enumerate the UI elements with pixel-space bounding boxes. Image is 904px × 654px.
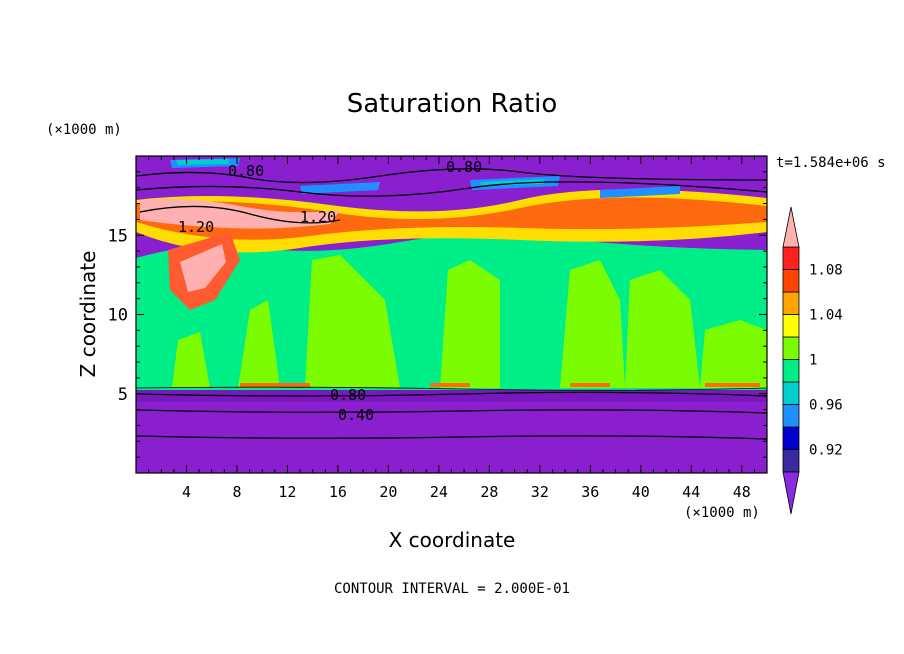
left-streak-core (180, 244, 226, 292)
x-tick-label: 36 (581, 483, 599, 501)
colorbar-segment (782, 449, 800, 473)
x-tick-label: 20 (379, 483, 397, 501)
x-tick-label: 44 (682, 483, 700, 501)
contour-label-2: 0.80 (446, 158, 482, 176)
surface-orange-marks (240, 383, 760, 387)
contour-lines (136, 168, 767, 440)
colorbar-label: 1 (809, 353, 817, 369)
plot-area: 0.80 0.80 1.20 1.20 0.80 0.40 (136, 156, 767, 473)
contour-label-3: 1.20 (300, 208, 336, 226)
x-tick-label: 24 (430, 483, 448, 501)
time-label: t=1.584e+06 s (776, 155, 886, 171)
contour-label-5: 0.80 (330, 386, 366, 404)
contour-label-6: 0.40 (338, 406, 374, 424)
colorbar-label: 1.08 (809, 263, 843, 279)
x-tick-label: 40 (632, 483, 650, 501)
colorbar-label: 0.92 (809, 443, 843, 459)
contour-label-4: 1.20 (178, 218, 214, 236)
colorbar-segment (782, 246, 800, 270)
x-axis-label: X coordinate (389, 528, 516, 552)
y-tick-label: 5 (118, 385, 128, 405)
x-tick-label: 12 (278, 483, 296, 501)
x-tick-label: 16 (329, 483, 347, 501)
x-axis-ticks: 4 8 12 16 20 24 28 32 36 40 44 48 (148, 156, 755, 501)
x-tick-label: 4 (182, 483, 191, 501)
x-tick-label: 28 (480, 483, 498, 501)
colorbar-segment (782, 404, 800, 428)
colorbar-segment (782, 381, 800, 405)
y-axis-label: Z coordinate (76, 251, 100, 378)
colorbar-label: 1.04 (809, 308, 843, 324)
contour-interval-note: CONTOUR INTERVAL = 2.000E-01 (334, 581, 570, 597)
y-tick-label: 15 (108, 226, 128, 246)
x-tick-label: 32 (531, 483, 549, 501)
upper-orange-layer (136, 197, 767, 240)
x-unit-label: (×1000 m) (684, 505, 760, 521)
colorbar-segment (782, 314, 800, 338)
y-axis-ticks: 5 10 15 (108, 171, 767, 458)
plume-region (172, 255, 767, 388)
y-unit-label: (×1000 m) (46, 122, 122, 138)
colorbar-segment (782, 269, 800, 293)
x-tick-label: 48 (733, 483, 751, 501)
contour-label-1: 0.80 (228, 162, 264, 180)
x-tick-label: 8 (232, 483, 241, 501)
colorbar-segment (782, 426, 800, 450)
y-tick-label: 10 (108, 306, 128, 326)
colorbar-extend-min (782, 471, 800, 515)
colorbar: 0.92 0.96 1 1.04 1.08 (782, 206, 843, 515)
colorbar-segment (782, 336, 800, 360)
chart-title: Saturation Ratio (347, 89, 558, 119)
colorbar-extend-max (782, 206, 800, 248)
colorbar-segment (782, 291, 800, 315)
colorbar-segment (782, 359, 800, 383)
colorbar-label: 0.96 (809, 398, 843, 414)
